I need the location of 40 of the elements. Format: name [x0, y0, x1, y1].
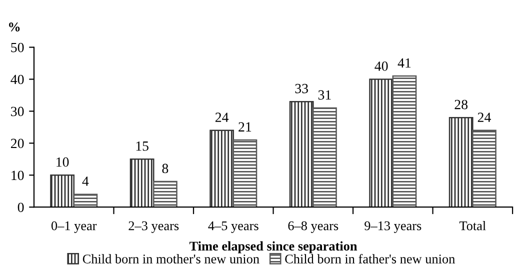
data-label: 33 [295, 84, 308, 94]
y-tick-label: 50 [11, 42, 24, 52]
data-label: 31 [318, 90, 331, 100]
y-tick-label: 10 [12, 170, 24, 180]
y-tick-label: 20 [10, 138, 24, 148]
data-label: 41 [398, 58, 411, 68]
y-tick-label: 30 [11, 106, 24, 116]
bar [210, 130, 234, 208]
legend-label: Child born in father's new union [285, 254, 455, 264]
bar [369, 78, 394, 208]
x-tick-label: 4–5 years [208, 221, 258, 233]
x-tick-label: Total [459, 221, 486, 230]
data-label: 21 [238, 122, 252, 132]
bar [50, 174, 74, 208]
bar [130, 158, 154, 208]
x-tick-label: 0–1 year [51, 221, 97, 233]
bar [289, 100, 314, 208]
data-label: 4 [82, 176, 89, 186]
x-tick-label: 6–8 years [288, 221, 338, 233]
data-label: 8 [162, 164, 168, 174]
data-label: 24 [215, 112, 229, 122]
bar [73, 194, 98, 208]
data-label: 28 [454, 100, 468, 110]
x-tick-label: 2–3 years [128, 221, 179, 233]
data-label: 10 [56, 157, 69, 167]
data-label: 24 [478, 112, 491, 122]
x-axis-title: Time elapsed since separation [189, 241, 358, 254]
bar [232, 139, 258, 208]
bar [153, 180, 178, 208]
legend-label: Child born in mother's new union [82, 254, 260, 264]
data-label: 40 [374, 61, 388, 71]
y-tick-label: 0 [18, 202, 24, 212]
y-axis-title: % [9, 22, 20, 32]
bar [312, 107, 337, 208]
bar [448, 116, 474, 208]
x-tick-label: 9–13 years [364, 221, 422, 233]
bar [472, 130, 496, 208]
data-label: 15 [136, 141, 148, 151]
y-tick-label: 40 [10, 74, 24, 84]
bar [392, 75, 417, 208]
